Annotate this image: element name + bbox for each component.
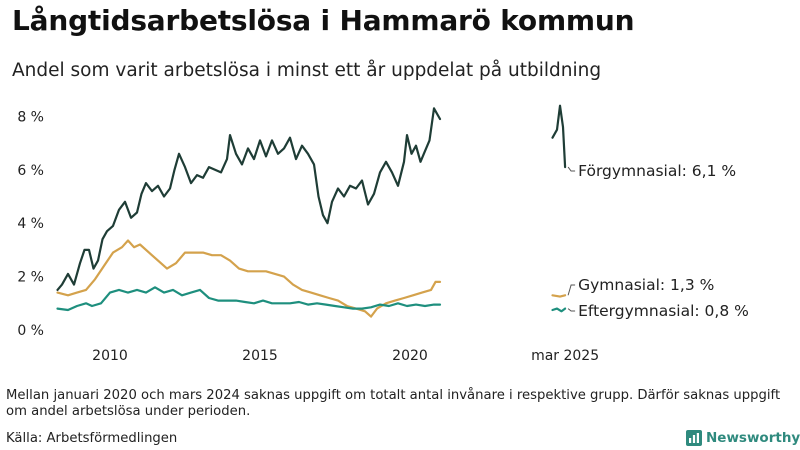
chart-subtitle: Andel som varit arbetslösa i minst ett å…: [12, 60, 602, 81]
chart-note: Mellan januari 2020 och mars 2024 saknas…: [6, 388, 781, 419]
x-tick-label: 2020: [392, 348, 428, 364]
y-tick-label: 2 %: [17, 270, 44, 286]
series-line-forgymnasial: [551, 104, 567, 169]
line-chart: 0 % 2 % 4 % 6 % 8 % 2010 2015 2020 mar 2025 Förgy…: [17, 104, 749, 364]
y-tick-label: 8 %: [17, 109, 44, 125]
series-end-label-forgymnasial: Förgymnasial: 6,1 %: [578, 162, 736, 180]
x-tick-label: 2015: [242, 348, 278, 364]
y-tick-label: 4 %: [17, 216, 44, 232]
x-tick-label: 2010: [92, 348, 128, 364]
chart-source: Källa: Arbetsförmedlingen: [6, 431, 178, 446]
y-tick-label: 6 %: [17, 163, 44, 179]
bar-chart-icon: [686, 430, 702, 446]
series-line-forgymnasial: [56, 107, 442, 291]
chart-title: Långtidsarbetslösa i Hammarö kommun: [12, 4, 635, 37]
series-line-eftergymnasial: [551, 307, 567, 313]
series-end-label-gymnasial: Gymnasial: 1,3 %: [578, 276, 714, 294]
leader-line-gymnasial: [567, 284, 576, 296]
series-line-gymnasial: [551, 294, 567, 298]
series-line-gymnasial: [56, 239, 442, 318]
y-tick-label: 0 %: [17, 323, 44, 339]
leader-line-forgymnasial: [567, 166, 576, 172]
x-tick-label: mar 2025: [531, 348, 599, 364]
series-line-eftergymnasial: [56, 286, 442, 312]
leader-line-eftergymnasial: [567, 308, 576, 312]
brand-name: Newsworthy: [706, 430, 800, 446]
series-end-label-eftergymnasial: Eftergymnasial: 0,8 %: [578, 302, 749, 320]
newsworthy-logo: Newsworthy: [686, 430, 800, 446]
